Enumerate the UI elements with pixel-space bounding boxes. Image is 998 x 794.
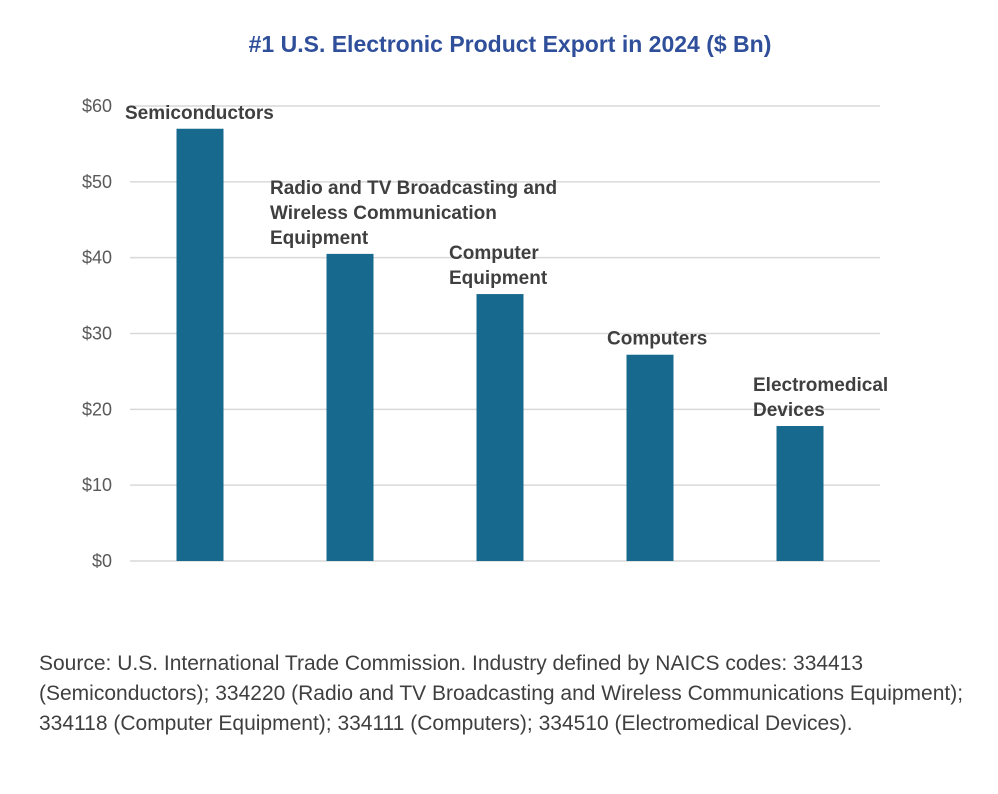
category-data-label: Radio and TV Broadcasting and: [270, 178, 557, 199]
y-tick-label: $0: [92, 551, 112, 571]
category-data-label: Wireless Communication: [270, 203, 497, 224]
bar: [626, 354, 674, 561]
y-tick-label: $60: [82, 96, 112, 116]
bar: [776, 426, 824, 561]
chart-title: #1 U.S. Electronic Product Export in 202…: [248, 31, 772, 57]
category-data-label: Electromedical: [753, 375, 888, 396]
category-data-label: Equipment: [270, 228, 369, 249]
bar: [326, 253, 374, 561]
bar: [476, 294, 524, 561]
category-data-label: Semiconductors: [125, 103, 274, 124]
source-note: Source: U.S. International Trade Commiss…: [39, 652, 964, 735]
y-tick-label: $30: [82, 324, 112, 344]
bar-chart: $0 $10 $20 $30 $40 $50 $60 Semiconductors Radio…: [82, 96, 888, 571]
category-data-label: Computer: [449, 243, 539, 264]
category-data-label: Devices: [753, 400, 825, 421]
y-tick-label: $40: [82, 248, 112, 268]
y-axis-tick-labels: $0 $10 $20 $30 $40 $50 $60: [82, 96, 112, 571]
category-data-label: Computers: [607, 329, 707, 350]
bars: [176, 128, 824, 561]
category-data-label: Equipment: [449, 268, 548, 289]
data-labels: Semiconductors Radio and TV Broadcasting …: [125, 103, 888, 421]
y-tick-label: $50: [82, 172, 112, 192]
y-tick-label: $10: [82, 475, 112, 495]
bar: [176, 128, 224, 561]
y-tick-label: $20: [82, 399, 112, 419]
